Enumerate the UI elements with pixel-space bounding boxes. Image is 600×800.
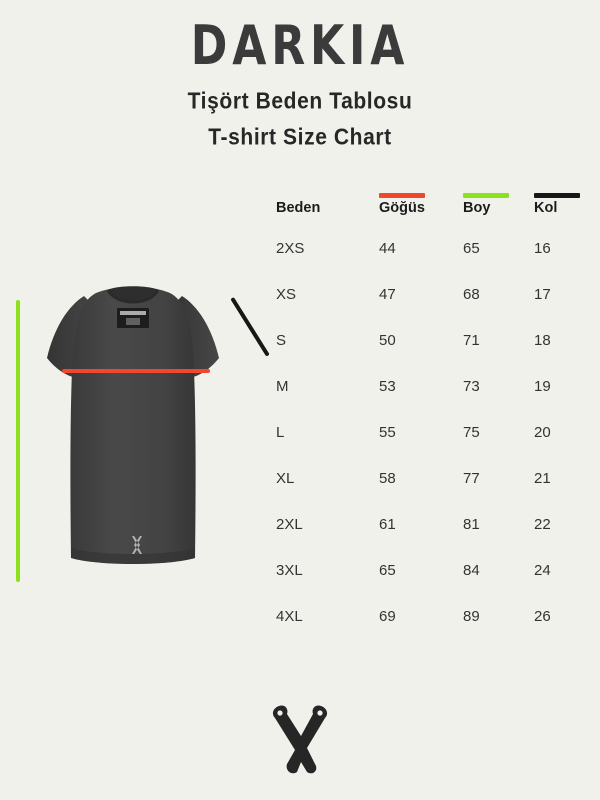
cell-chest: 69: [379, 608, 396, 625]
cell-sleeve: 21: [534, 470, 551, 487]
cell-chest: 55: [379, 424, 396, 441]
header-beden: Beden: [276, 200, 321, 216]
cell-chest: 44: [379, 240, 396, 257]
header: DARKIA Tişört Beden Tablosu T-shirt Size…: [0, 0, 600, 150]
cell-sleeve: 16: [534, 240, 551, 257]
chest-accent-bar: [379, 193, 425, 198]
table-row: XL 58 77 21: [276, 470, 586, 516]
cell-size: M: [276, 378, 289, 395]
cell-size: XS: [276, 286, 297, 303]
sleeve-measure-line: [230, 296, 270, 357]
cell-size: 4XL: [276, 608, 303, 625]
cell-chest: 61: [379, 516, 396, 533]
header-kol: Kol: [534, 200, 558, 216]
cell-chest: 58: [379, 470, 396, 487]
footer-logo: [0, 702, 600, 778]
cell-sleeve: 17: [534, 286, 551, 303]
table-header-row: Beden Göğüs Boy Kol: [276, 200, 586, 240]
product-illustration: [0, 270, 275, 590]
tshirt-svg: [47, 286, 219, 564]
cell-length: 84: [463, 562, 480, 579]
cell-sleeve: 24: [534, 562, 551, 579]
cell-chest: 65: [379, 562, 396, 579]
subtitle-english: T-shirt Size Chart: [208, 124, 392, 151]
sleeve-accent-bar: [534, 193, 580, 198]
crossed-x-logo-icon: [272, 705, 328, 774]
cell-length: 68: [463, 286, 480, 303]
cell-length: 89: [463, 608, 480, 625]
table-row: L 55 75 20: [276, 424, 586, 470]
cell-size: L: [276, 424, 285, 441]
cell-length: 73: [463, 378, 480, 395]
table-row: 4XL 69 89 26: [276, 608, 586, 654]
cell-size: S: [276, 332, 287, 349]
size-chart-table: Beden Göğüs Boy Kol 2XS 44 65 16 XS 47 6…: [276, 186, 586, 654]
cell-chest: 47: [379, 286, 396, 303]
cell-length: 71: [463, 332, 480, 349]
cell-length: 65: [463, 240, 480, 257]
header-boy: Boy: [463, 200, 491, 216]
table-row: M 53 73 19: [276, 378, 586, 424]
cell-sleeve: 22: [534, 516, 551, 533]
subtitle-turkish: Tişört Beden Tablosu: [187, 88, 413, 115]
cell-length: 77: [463, 470, 480, 487]
length-accent-bar: [463, 193, 509, 198]
cell-chest: 53: [379, 378, 396, 395]
cell-chest: 50: [379, 332, 396, 349]
header-gogus: Göğüs: [379, 200, 425, 216]
cell-sleeve: 19: [534, 378, 551, 395]
cell-size: XL: [276, 470, 295, 487]
cell-size: 2XL: [276, 516, 303, 533]
cell-length: 75: [463, 424, 480, 441]
table-row: S 50 71 18: [276, 332, 586, 378]
chest-measure-line: [62, 369, 210, 373]
cell-length: 81: [463, 516, 480, 533]
table-row: 2XS 44 65 16: [276, 240, 586, 286]
cell-size: 3XL: [276, 562, 303, 579]
accent-bar-row: [276, 186, 586, 200]
length-measure-line: [16, 300, 20, 582]
cell-size: 2XS: [276, 240, 305, 257]
table-row: XS 47 68 17: [276, 286, 586, 332]
cell-sleeve: 20: [534, 424, 551, 441]
cell-sleeve: 18: [534, 332, 551, 349]
table-row: 3XL 65 84 24: [276, 562, 586, 608]
brand-wordmark: DARKIA: [190, 13, 410, 78]
table-row: 2XL 61 81 22: [276, 516, 586, 562]
cell-sleeve: 26: [534, 608, 551, 625]
tshirt-image: [38, 280, 228, 580]
